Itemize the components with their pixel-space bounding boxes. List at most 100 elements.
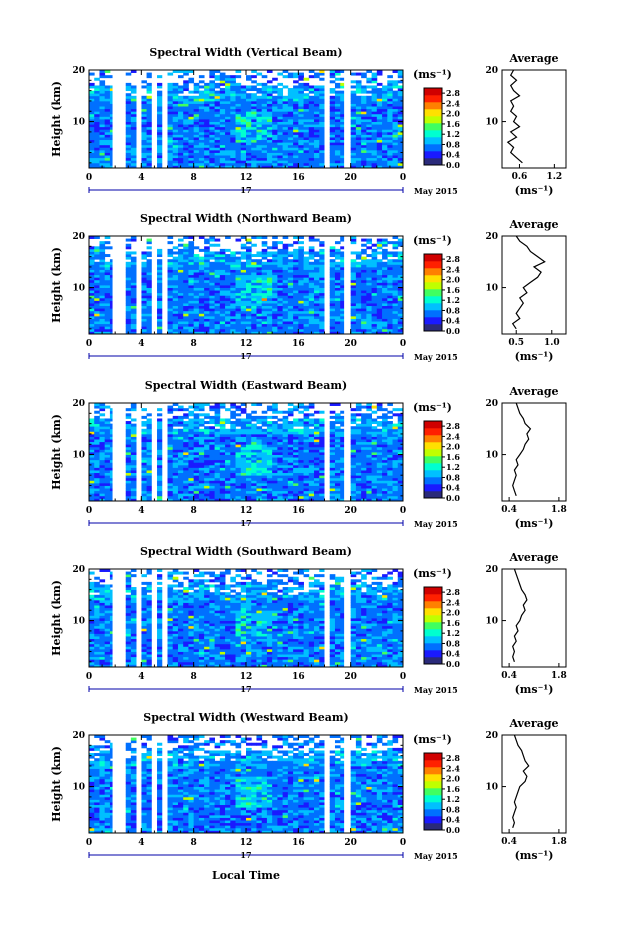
heatmap-cell xyxy=(209,300,215,304)
heatmap-cell xyxy=(235,297,242,301)
heatmap-cell xyxy=(277,444,284,448)
heatmap-cell xyxy=(177,139,184,143)
heatmap-cell xyxy=(266,129,273,133)
heatmap-cell xyxy=(130,285,137,288)
heatmap-cell xyxy=(251,482,257,486)
heatmap-cell xyxy=(293,131,299,135)
heatmap-cell xyxy=(240,488,247,492)
heatmap-cell xyxy=(198,431,205,435)
heatmap-cell xyxy=(272,246,278,250)
heatmap-cell xyxy=(361,313,367,317)
heatmap-cell xyxy=(272,408,278,412)
heatmap-cell xyxy=(282,297,289,301)
heatmap-cell xyxy=(230,410,236,414)
heatmap-cell xyxy=(277,457,284,461)
heatmap-cell xyxy=(303,310,310,314)
heatmap-cell xyxy=(104,75,111,79)
heatmap-cell xyxy=(99,129,106,133)
heatmap-cell xyxy=(287,436,294,440)
heatmap-cell xyxy=(130,418,137,422)
heatmap-cell xyxy=(89,441,95,445)
heatmap-cell xyxy=(204,431,210,435)
heatmap-cell xyxy=(141,452,147,455)
heatmap-cell xyxy=(256,285,263,288)
heatmap-cell xyxy=(240,108,247,112)
heatmap-cell xyxy=(287,261,294,265)
heatmap-cell xyxy=(334,282,341,286)
heatmap-cell xyxy=(167,90,174,94)
heatmap-cell xyxy=(350,277,357,281)
heatmap-cell xyxy=(246,315,252,319)
heatmap-cell xyxy=(225,264,231,268)
heatmap-cell xyxy=(183,331,189,335)
heatmap-cell xyxy=(214,449,221,453)
heatmap-cell xyxy=(361,160,367,164)
heatmap-cell xyxy=(141,279,147,283)
heatmap-cell xyxy=(167,266,174,270)
heatmap-cell xyxy=(230,157,236,161)
heatmap-cell xyxy=(366,144,372,148)
heatmap-cell xyxy=(193,113,200,117)
heatmap-cell xyxy=(104,269,111,273)
heatmap-cell xyxy=(387,139,393,143)
heatmap-cell xyxy=(308,254,315,258)
heatmap-cell xyxy=(225,482,231,486)
heatmap-cell xyxy=(282,274,289,278)
heatmap-cell xyxy=(89,121,95,125)
heatmap-cell xyxy=(146,155,153,159)
heatmap-cell xyxy=(350,285,357,288)
heatmap-cell xyxy=(371,157,378,161)
heatmap-cell xyxy=(376,331,383,335)
heatmap-cell xyxy=(89,139,95,143)
heatmap-cell xyxy=(308,124,315,128)
heatmap-cell xyxy=(130,131,137,135)
heatmap-cell xyxy=(272,313,278,317)
heatmap-cell xyxy=(198,144,205,148)
heatmap-cell xyxy=(319,264,325,268)
heatmap-cell xyxy=(256,326,263,330)
heatmap-cell xyxy=(146,313,153,317)
heatmap-cell xyxy=(225,259,231,263)
heatmap-cell xyxy=(177,449,184,453)
heatmap-cell xyxy=(314,72,320,76)
heatmap-cell xyxy=(183,433,189,437)
heatmap-cell xyxy=(94,457,100,461)
heatmap-cell xyxy=(146,285,153,288)
heatmap-cell xyxy=(261,248,268,252)
heatmap-cell xyxy=(397,318,404,322)
heatmap-cell xyxy=(246,321,252,325)
heatmap-cell xyxy=(340,152,346,156)
heatmap-cell xyxy=(125,139,132,143)
heatmap-cell xyxy=(104,111,111,115)
heatmap-cell xyxy=(392,308,399,312)
heatmap-cell xyxy=(209,251,215,255)
heatmap-cell xyxy=(282,315,289,319)
heatmap-cell xyxy=(193,290,200,294)
heatmap-cell xyxy=(193,126,200,130)
heatmap-cell xyxy=(371,137,378,141)
heatmap-cell xyxy=(209,162,215,166)
heatmap-cell xyxy=(303,279,310,283)
heatmap-cell xyxy=(183,467,189,471)
heatmap-cell xyxy=(308,75,315,79)
heatmap-cell xyxy=(361,121,367,125)
heatmap-cell xyxy=(266,490,273,494)
heatmap-cell xyxy=(376,243,383,247)
heatmap-cell xyxy=(277,162,284,166)
heatmap-cell xyxy=(167,485,174,489)
heatmap-cell xyxy=(214,467,221,471)
heatmap-cell xyxy=(130,467,137,471)
heatmap-cell xyxy=(146,431,153,435)
heatmap-cell xyxy=(141,459,147,463)
heatmap-cell xyxy=(209,467,215,471)
heatmap-cell xyxy=(366,70,372,73)
heatmap-cell xyxy=(287,269,294,273)
heatmap-cell xyxy=(319,328,325,332)
heatmap-cell xyxy=(340,70,346,73)
heatmap-cell xyxy=(387,272,393,276)
heatmap-cell xyxy=(157,152,163,156)
heatmap-cell xyxy=(397,100,404,104)
heatmap-cell xyxy=(240,439,247,443)
heatmap-cell xyxy=(183,297,189,301)
